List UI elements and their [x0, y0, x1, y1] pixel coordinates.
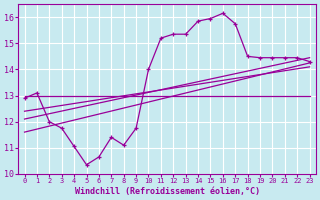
X-axis label: Windchill (Refroidissement éolien,°C): Windchill (Refroidissement éolien,°C) [75, 187, 260, 196]
